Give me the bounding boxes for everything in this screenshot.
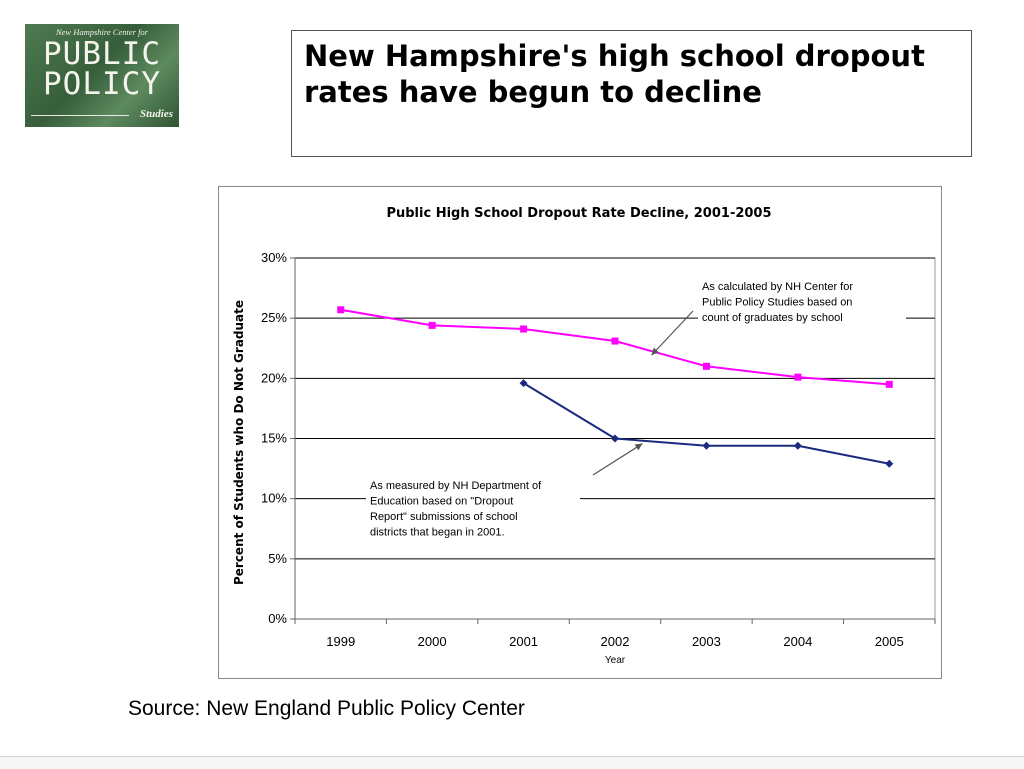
annotation-arrowhead (651, 347, 659, 356)
slide-title: New Hampshire's high school dropout rate… (304, 39, 925, 109)
data-point (794, 373, 802, 381)
y-tick-label: 0% (268, 611, 287, 626)
logo-top-line: New Hampshire Center for (55, 27, 148, 37)
data-point (885, 380, 893, 388)
chart-title: Public High School Dropout Rate Decline,… (386, 206, 771, 221)
logo-rule (31, 115, 129, 116)
data-point (519, 379, 528, 388)
x-tick-label: 2002 (601, 634, 630, 649)
logo-studies-word: Studies (139, 108, 173, 120)
source-citation: Source: New England Public Policy Center (128, 697, 525, 720)
annotation-arrowhead (634, 443, 643, 451)
logo-policy-word: POLICY (43, 66, 161, 102)
slide-footer-strip (0, 756, 1024, 769)
x-tick-label: 2001 (509, 634, 538, 649)
annotation-text: As measured by NH Department of (370, 480, 542, 492)
y-tick-label: 25% (261, 310, 287, 325)
data-point (793, 441, 802, 450)
annotation-text: Public Policy Studies based on (702, 297, 852, 309)
data-point (702, 362, 710, 370)
x-tick-label: 2000 (418, 634, 447, 649)
data-point (885, 459, 894, 468)
annotation-text: districts that began in 2001. (370, 527, 505, 539)
data-point (702, 441, 711, 450)
y-tick-label: 20% (261, 370, 287, 385)
y-axis-label: Percent of Students who Do Not Graduate (232, 300, 246, 585)
data-point (611, 337, 619, 345)
x-axis-label: Year (605, 655, 626, 666)
annotation-box (366, 476, 580, 544)
slide-title-box: New Hampshire's high school dropout rate… (291, 30, 972, 157)
y-tick-label: 5% (268, 551, 287, 566)
annotation-box (698, 277, 906, 330)
data-point (520, 325, 528, 333)
data-point (337, 306, 345, 314)
x-tick-label: 1999 (326, 634, 355, 649)
annotation-arrow-line (651, 310, 694, 356)
x-tick-label: 2003 (692, 634, 721, 649)
x-tick-label: 2005 (875, 634, 904, 649)
annotation-arrow-line (592, 443, 643, 476)
annotation-text: Education based on "Dropout (370, 496, 513, 508)
data-point (428, 321, 436, 329)
x-tick-label: 2004 (783, 634, 812, 649)
y-tick-label: 30% (261, 250, 287, 265)
data-point (611, 434, 619, 443)
y-tick-label: 15% (261, 431, 287, 446)
chart-frame: 0% 5% 10% 15% 20% 25% 30% 1999 2000 2001 2002 2003 2… (218, 186, 942, 679)
annotation-text: As calculated by NH Center for (702, 281, 853, 293)
organization-logo: New Hampshire Center for PUBLIC POLICY S… (25, 24, 179, 127)
annotation-text: Report" submissions of school (370, 511, 518, 523)
y-tick-label: 10% (261, 491, 287, 506)
dropout-rate-chart: 0% 5% 10% 15% 20% 25% 30% 1999 2000 2001 2002 2003 2… (232, 206, 936, 666)
logo-public-word: PUBLIC (43, 36, 161, 72)
annotation-text: count of graduates by school (702, 312, 843, 324)
